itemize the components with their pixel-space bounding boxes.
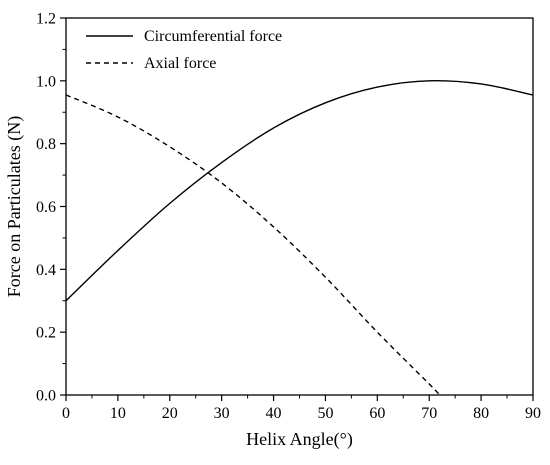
y-tick-label: 0.6: [36, 199, 56, 216]
legend-label-2: Axial force: [144, 55, 216, 72]
x-axis-title: Helix Angle(°): [246, 429, 353, 450]
series-line-2: [65, 94, 441, 396]
x-tick-label: 50: [317, 405, 333, 422]
legend: Circumferential force Axial force: [86, 28, 282, 72]
legend-label-1: Circumferential force: [144, 28, 282, 45]
plot-area: 0 10 20 30 40 50 60 70 80 90 0.0 0.2 0.4 0.6 0.8 1.0 1.2…: [36, 11, 541, 423]
x-tick-label: 60: [369, 405, 385, 422]
y-tick-label: 0.0: [36, 388, 56, 405]
y-tick-label: 1.0: [36, 73, 56, 90]
plot-frame: [65, 17, 534, 396]
x-tick-label: 80: [473, 405, 489, 422]
y-tick-label: 0.8: [36, 136, 56, 153]
x-tick-label: 90: [525, 405, 541, 422]
y-tick-label: 1.2: [36, 11, 56, 28]
x-tick-label: 30: [214, 405, 230, 422]
y-tick-label: 0.4: [36, 262, 56, 279]
y-axis-title: Force on Particulates (N): [4, 116, 25, 297]
x-tick-label: 70: [421, 405, 437, 422]
series-line-1: [65, 80, 534, 302]
x-tick-label: 40: [266, 405, 282, 422]
x-tick-label: 0: [62, 405, 70, 422]
x-tick-label: 20: [162, 405, 178, 422]
x-tick-label: 10: [110, 405, 126, 422]
y-tick-label: 0.2: [36, 325, 56, 342]
